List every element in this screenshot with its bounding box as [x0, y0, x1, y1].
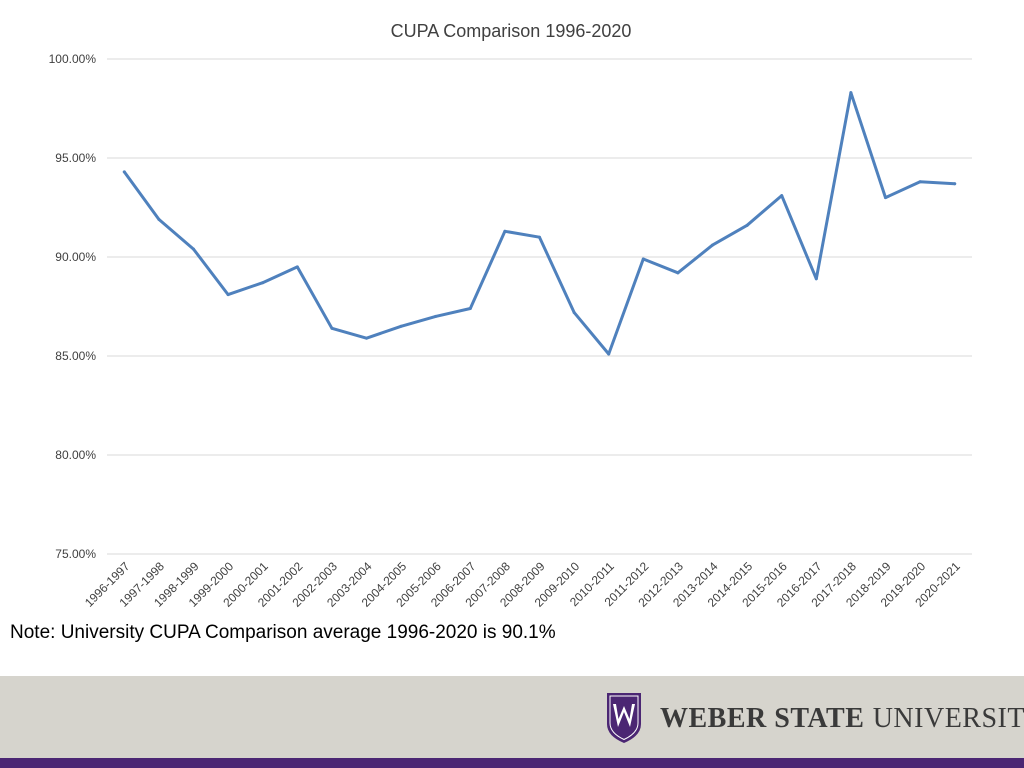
data-point [814, 277, 818, 281]
y-tick-label: 95.00% [55, 151, 96, 165]
logo-wordmark: WEBER STATE UNIVERSITY [660, 702, 1024, 735]
y-tick-label: 90.00% [55, 250, 96, 264]
y-axis-ticks: 100.00% 95.00% 90.00% 85.00% 80.00% 75.00% [49, 52, 97, 561]
data-point [226, 293, 230, 297]
y-tick-label: 85.00% [55, 349, 96, 363]
chart-title: CUPA Comparison 1996-2020 [391, 21, 632, 41]
data-point [572, 310, 576, 314]
logo-wordmark-light: UNIVERSITY [872, 702, 1024, 734]
weber-state-logo: WEBER STATE UNIVERSITY [606, 692, 1024, 744]
data-point [641, 257, 645, 261]
data-point [849, 91, 853, 95]
data-point [607, 352, 611, 356]
x-axis-ticks: 1996-19971997-19981998-19991999-20002000… [82, 559, 963, 610]
footer-purple-stripe [0, 758, 1024, 768]
data-point [261, 281, 265, 285]
data-point [884, 196, 887, 200]
data-point [157, 217, 161, 221]
data-point [538, 235, 541, 239]
data-point [780, 194, 784, 198]
data-point [365, 336, 368, 340]
data-point [399, 324, 403, 328]
data-point [918, 180, 922, 184]
y-tick-label: 75.00% [55, 547, 96, 561]
y-tick-label: 80.00% [55, 448, 96, 462]
series-layer [122, 91, 957, 356]
data-point [953, 182, 957, 186]
data-point [503, 229, 507, 233]
data-point [295, 265, 299, 269]
data-point [434, 314, 438, 318]
logo-wordmark-strong: WEBER STATE [660, 702, 865, 734]
data-point [330, 326, 334, 330]
data-point [676, 271, 680, 275]
data-point [745, 223, 749, 227]
line-chart: CUPA Comparison 1996-2020 100.00% 95.00% 9… [49, 21, 972, 610]
series-line [122, 91, 957, 356]
data-point [192, 247, 195, 251]
footer-band [0, 676, 1024, 758]
data-point [711, 243, 714, 247]
y-tick-label: 100.00% [49, 52, 97, 66]
data-point [122, 170, 126, 174]
data-point [468, 306, 472, 310]
weber-state-shield-icon [607, 693, 641, 743]
average-note: Note: University CUPA Comparison average… [10, 622, 556, 643]
gridlines [107, 58, 972, 555]
